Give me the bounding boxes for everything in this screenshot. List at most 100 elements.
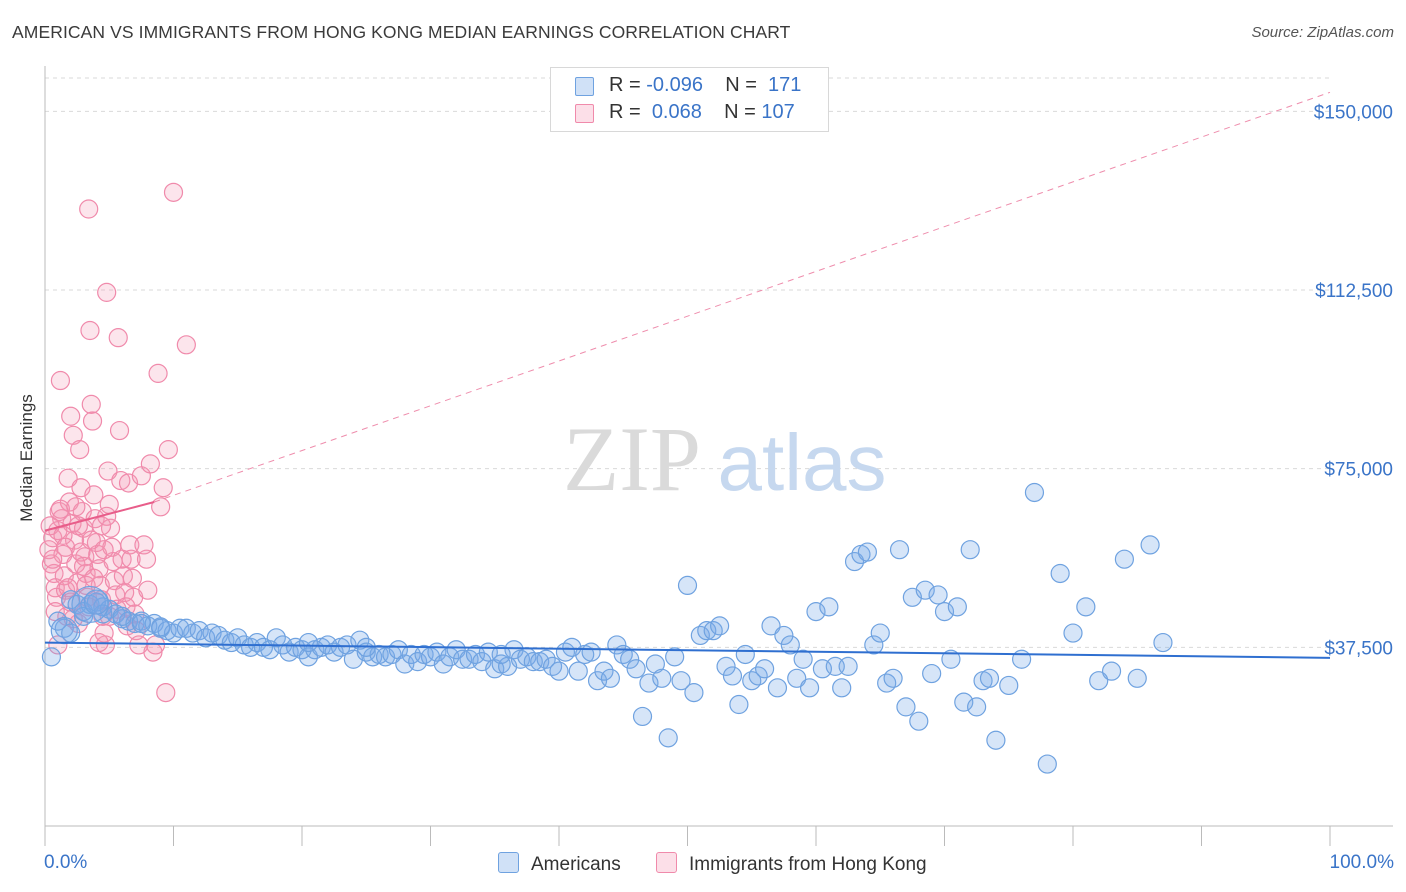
data-point-americans (665, 647, 685, 667)
data-point-hong-kong (122, 568, 142, 588)
legend-n-label: N = (725, 74, 757, 96)
data-point-hong-kong (84, 568, 104, 588)
data-point-hong-kong (148, 363, 168, 383)
legend-n-value-americans: 171 (768, 74, 802, 96)
data-point-americans (1140, 535, 1160, 555)
y-tick-label: $37,500 (1324, 638, 1393, 659)
data-point-hong-kong (108, 328, 128, 348)
data-point-americans (941, 649, 961, 669)
series-legend-americans[interactable]: Americans (498, 852, 621, 876)
data-point-americans (999, 675, 1019, 696)
data-point-hong-kong (97, 282, 117, 302)
legend-n-value-hong-kong: 107 (761, 101, 795, 123)
axes (44, 66, 1393, 846)
data-point-americans (754, 659, 775, 679)
data-point-americans (1037, 754, 1057, 774)
data-point-americans (151, 617, 171, 637)
x-tick-label-max: 100.0% (1329, 852, 1394, 873)
data-point-americans (639, 673, 659, 693)
data-point-americans (767, 678, 788, 698)
data-point-hong-kong (84, 485, 104, 505)
data-point-hong-kong (158, 440, 178, 460)
series-legend-hong-kong[interactable]: Immigrants from Hong Kong (656, 852, 927, 876)
data-point-hong-kong (120, 535, 140, 555)
data-point-americans (799, 678, 820, 698)
y-tick-labels: $37,500 $75,000 $112,500 $150,000 (1314, 102, 1393, 659)
data-point-americans (928, 585, 948, 605)
data-point-hong-kong (55, 537, 76, 557)
source-label: Source: ZipAtlas.com (1251, 24, 1394, 41)
data-point-americans (761, 616, 781, 636)
data-point-hong-kong (39, 540, 59, 560)
data-point-americans (954, 692, 974, 712)
data-point-hong-kong (109, 420, 130, 441)
data-point-hong-kong (151, 497, 171, 517)
data-point-americans (446, 640, 466, 660)
data-point-americans (684, 682, 704, 703)
data-point-americans (433, 654, 453, 674)
trend-line-americans (44, 641, 1331, 659)
x-tick-label-min: 0.0% (44, 852, 88, 873)
data-point-americans (883, 668, 903, 688)
data-point-hong-kong (153, 478, 173, 498)
data-point-americans (626, 659, 646, 679)
data-point-americans (896, 697, 916, 717)
data-point-americans (83, 589, 110, 615)
data-point-hong-kong (50, 499, 71, 519)
data-point-hong-kong (61, 406, 81, 426)
data-point-americans (568, 661, 588, 681)
series-legend-label-americans: Americans (531, 854, 621, 875)
data-point-americans (729, 694, 749, 715)
series-legend-label-hong-kong: Immigrants from Hong Kong (689, 854, 927, 875)
data-point-americans (1024, 482, 1045, 503)
data-point-americans (722, 666, 743, 686)
data-point-americans (645, 654, 665, 674)
data-point-americans (350, 630, 370, 650)
data-point-americans (671, 671, 691, 691)
data-point-americans (536, 649, 556, 669)
data-point-americans (697, 621, 717, 641)
data-point-americans (1127, 668, 1147, 688)
data-point-americans (844, 551, 865, 572)
data-point-americans (915, 580, 935, 600)
trend-line-hong-kong-extension (154, 91, 1331, 503)
legend-n-label: N = (724, 101, 756, 123)
legend-r-label: R = (609, 74, 641, 96)
data-point-hong-kong (156, 682, 176, 703)
data-point-hong-kong (79, 199, 99, 219)
data-point-americans (632, 706, 653, 727)
data-point-hong-kong (163, 182, 184, 202)
data-point-americans (735, 644, 755, 665)
legend-r-value-hong-kong: 0.068 (651, 101, 702, 123)
data-point-americans (806, 602, 826, 622)
data-point-americans (1089, 671, 1109, 691)
data-point-americans (50, 617, 78, 645)
data-point-americans (947, 597, 967, 617)
data-point-hong-kong (80, 320, 100, 341)
data-point-americans (922, 663, 942, 684)
data-point-hong-kong (81, 530, 101, 550)
data-point-americans (677, 575, 698, 596)
data-point-americans (716, 656, 736, 676)
data-point-hong-kong (70, 440, 90, 460)
series-legend-swatch-hong-kong (656, 852, 677, 873)
data-point-americans (1076, 597, 1096, 617)
data-point-hong-kong (111, 470, 131, 491)
data-point-hong-kong (134, 535, 154, 555)
data-point-hong-kong (48, 635, 68, 655)
data-point-hong-kong (82, 411, 103, 431)
legend-r-label: R = (609, 101, 641, 123)
data-point-americans (1153, 632, 1173, 653)
correlation-legend: R = -0.096 N = 171 R = 0.068 N = 107 (550, 67, 829, 132)
data-point-americans (491, 644, 511, 665)
data-point-americans (986, 730, 1006, 750)
data-point-americans (112, 606, 132, 626)
data-point-americans (832, 678, 852, 698)
data-point-americans (780, 635, 800, 655)
data-point-americans (73, 602, 94, 622)
data-point-hong-kong (52, 509, 72, 529)
watermark-atlas: atlas (718, 418, 887, 507)
y-tick-label: $150,000 (1314, 102, 1393, 123)
data-point-americans (934, 602, 955, 622)
